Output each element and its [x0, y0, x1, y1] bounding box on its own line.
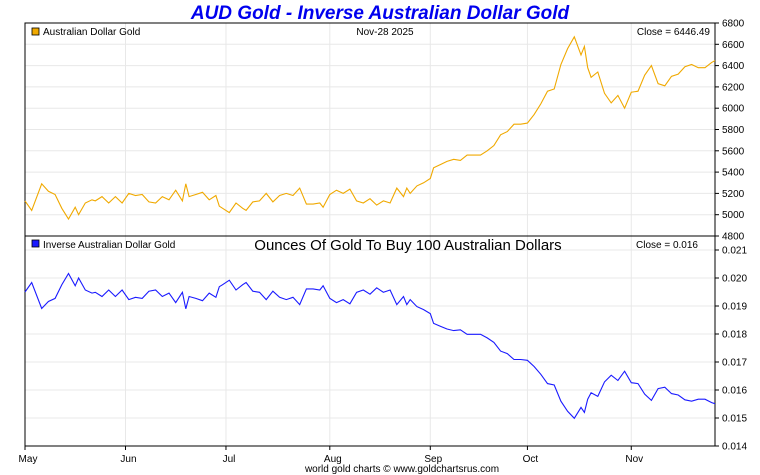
inverse-y-tick-label: 0.020 [722, 274, 747, 285]
inverse-y-tick-label: 0.014 [722, 442, 747, 453]
gold-legend-swatch [31, 27, 40, 36]
gold-y-tick-label: 6400 [722, 61, 745, 72]
gold-gridlines [24, 22, 715, 237]
gold-y-tick-label: 5200 [722, 189, 745, 200]
footer-credit: world gold charts © www.goldchartsrus.co… [304, 464, 499, 475]
gold-y-tick-label: 6000 [722, 104, 745, 115]
inverse-y-tick-label: 0.021 [722, 246, 747, 257]
date-label: Nov-28 2025 [356, 27, 414, 38]
x-tick-label: Oct [523, 454, 539, 465]
inverse-price-line [24, 272, 716, 420]
gold-y-tick-label: 6200 [722, 82, 745, 93]
gold-y-tick-label: 5600 [722, 146, 745, 157]
gold-panel: 4800 5000 5200 5400 5600 5800 6000 6200 6400 6600… [24, 19, 745, 243]
x-tick-label: Sep [424, 454, 442, 465]
gold-y-tick-label: 5800 [722, 125, 745, 136]
inverse-panel: 0.014 0.015 0.016 0.017 0.018 0.019 0.020 0.021… [24, 235, 747, 453]
gold-close-label: Close = 6446.49 [637, 27, 711, 38]
chart-title: AUD Gold - Inverse Australian Dollar Gol… [190, 3, 570, 24]
gold-y-ticks: 4800 5000 5200 5400 5600 5800 6000 6200 6400 6600… [715, 19, 745, 243]
inverse-gridlines [24, 236, 715, 447]
gold-price-line [24, 35, 716, 221]
gold-y-tick-label: 4800 [722, 232, 745, 243]
inverse-close-label: Close = 0.016 [636, 240, 698, 251]
inverse-subtitle: Ounces Of Gold To Buy 100 Australian Dol… [254, 237, 561, 254]
x-tick-label: Jul [223, 454, 236, 465]
inverse-panel-frame [24, 235, 716, 447]
inverse-legend-label: Inverse Australian Dollar Gold [43, 240, 175, 251]
inverse-y-tick-label: 0.018 [722, 330, 747, 341]
x-tick-label: Nov [625, 454, 643, 465]
inverse-legend-swatch [31, 239, 40, 248]
inverse-y-tick-label: 0.015 [722, 414, 747, 425]
inverse-y-tick-label: 0.019 [722, 302, 747, 313]
inverse-y-tick-label: 0.016 [722, 386, 747, 397]
gold-y-tick-label: 6600 [722, 40, 745, 51]
gold-y-tick-label: 5400 [722, 168, 745, 179]
gold-y-tick-label: 5000 [722, 210, 745, 221]
inverse-y-ticks: 0.014 0.015 0.016 0.017 0.018 0.019 0.020 0.021 [715, 246, 747, 453]
x-tick-label: May [19, 454, 38, 465]
x-tick-label: Jun [120, 454, 136, 465]
x-axis-ticks: May Jun Jul Aug Sep Oct Nov [19, 446, 643, 465]
inverse-y-tick-label: 0.017 [722, 358, 747, 369]
gold-legend-label: Australian Dollar Gold [43, 27, 140, 38]
gold-y-tick-label: 6800 [722, 19, 745, 30]
x-tick-label: Aug [324, 454, 342, 465]
